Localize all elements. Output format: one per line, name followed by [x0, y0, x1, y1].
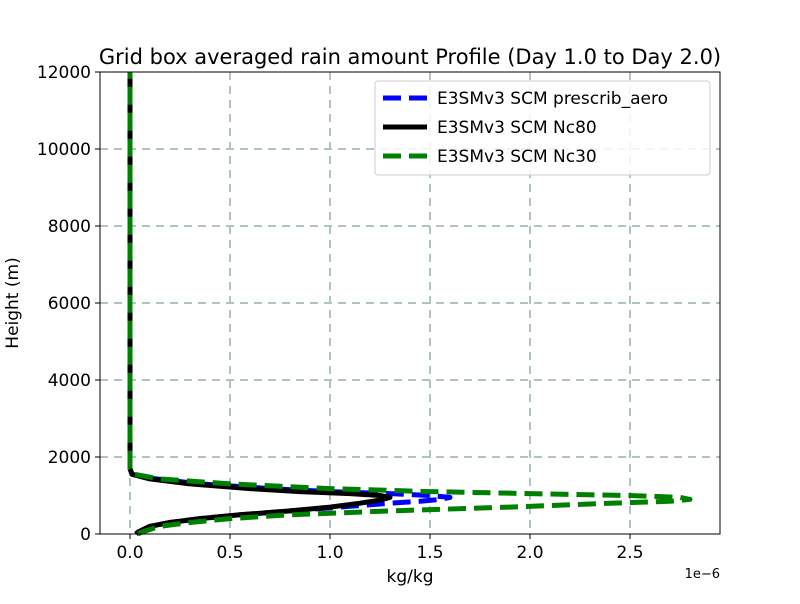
x-axis-label: kg/kg — [387, 567, 434, 587]
x-tick-label: 1.0 — [316, 543, 343, 563]
legend-label-nc80: E3SMv3 SCM Nc80 — [437, 118, 597, 138]
legend: E3SMv3 SCM prescrib_aero E3SMv3 SCM Nc80… — [374, 80, 711, 176]
y-tick-label: 12000 — [37, 63, 91, 83]
legend-box — [374, 80, 711, 176]
x-tick-label: 0.0 — [116, 543, 143, 563]
y-tick-label: 10000 — [37, 140, 91, 160]
chart-title: Grid box averaged rain amount Profile (D… — [99, 45, 721, 69]
series-lines — [127, 72, 693, 537]
y-tick-label: 0 — [80, 525, 91, 545]
x-axis-offset-label: 1e−6 — [685, 567, 720, 582]
y-tick-label: 8000 — [48, 217, 91, 237]
series-line-nc30 — [127, 72, 693, 537]
x-tick-label: 2.0 — [516, 543, 543, 563]
y-axis-label: Height (m) — [3, 257, 23, 348]
y-tick-label: 6000 — [48, 294, 91, 314]
y-tick-label: 4000 — [48, 371, 91, 391]
legend-label-nc30: E3SMv3 SCM Nc30 — [437, 147, 597, 167]
x-tick-label: 0.5 — [216, 543, 243, 563]
legend-label-prescrib-aero: E3SMv3 SCM prescrib_aero — [437, 89, 668, 109]
y-tick-label: 2000 — [48, 448, 91, 468]
x-tick-label: 1.5 — [416, 543, 443, 563]
x-tick-label: 2.5 — [616, 543, 643, 563]
axis-ticks: 0.0 0.5 1.0 1.5 2.0 2.5 0 2000 4000 6000 8000 10000… — [37, 63, 644, 563]
